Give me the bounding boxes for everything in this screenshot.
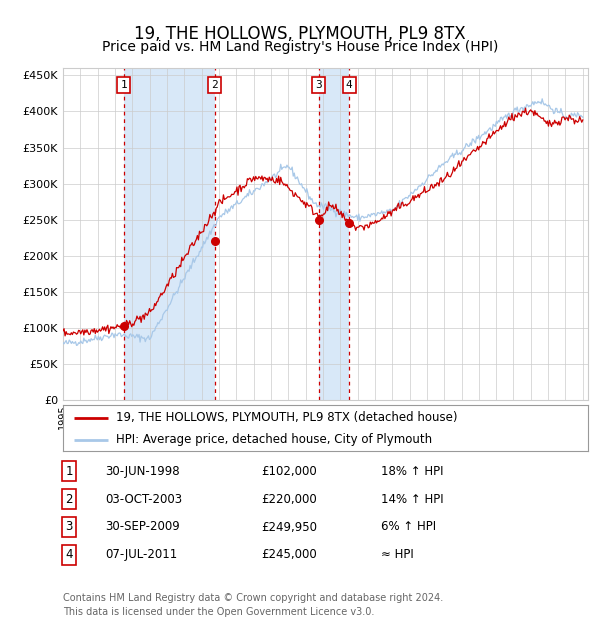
Text: 2: 2	[65, 493, 73, 505]
Text: 03-OCT-2003: 03-OCT-2003	[105, 493, 182, 505]
Text: ≈ HPI: ≈ HPI	[381, 549, 414, 561]
Text: 14% ↑ HPI: 14% ↑ HPI	[381, 493, 443, 505]
Text: 3: 3	[65, 521, 73, 533]
Text: 30-SEP-2009: 30-SEP-2009	[105, 521, 180, 533]
Text: Contains HM Land Registry data © Crown copyright and database right 2024.
This d: Contains HM Land Registry data © Crown c…	[63, 593, 443, 617]
Text: 4: 4	[346, 80, 353, 90]
Text: 4: 4	[65, 549, 73, 561]
Text: 1: 1	[120, 80, 127, 90]
Bar	[124, 68, 215, 400]
Text: 2: 2	[211, 80, 218, 90]
Text: 19, THE HOLLOWS, PLYMOUTH, PL9 8TX (detached house): 19, THE HOLLOWS, PLYMOUTH, PL9 8TX (deta…	[115, 412, 457, 424]
Text: Price paid vs. HM Land Registry's House Price Index (HPI): Price paid vs. HM Land Registry's House …	[102, 40, 498, 55]
Text: 1: 1	[65, 465, 73, 477]
Text: £102,000: £102,000	[261, 465, 317, 477]
Text: 3: 3	[315, 80, 322, 90]
Text: 30-JUN-1998: 30-JUN-1998	[105, 465, 179, 477]
Text: 07-JUL-2011: 07-JUL-2011	[105, 549, 177, 561]
Text: £249,950: £249,950	[261, 521, 317, 533]
Text: £245,000: £245,000	[261, 549, 317, 561]
Text: 6% ↑ HPI: 6% ↑ HPI	[381, 521, 436, 533]
Text: £220,000: £220,000	[261, 493, 317, 505]
Text: HPI: Average price, detached house, City of Plymouth: HPI: Average price, detached house, City…	[115, 433, 431, 446]
Text: 19, THE HOLLOWS, PLYMOUTH, PL9 8TX: 19, THE HOLLOWS, PLYMOUTH, PL9 8TX	[134, 25, 466, 43]
Bar	[319, 68, 349, 400]
Text: 18% ↑ HPI: 18% ↑ HPI	[381, 465, 443, 477]
